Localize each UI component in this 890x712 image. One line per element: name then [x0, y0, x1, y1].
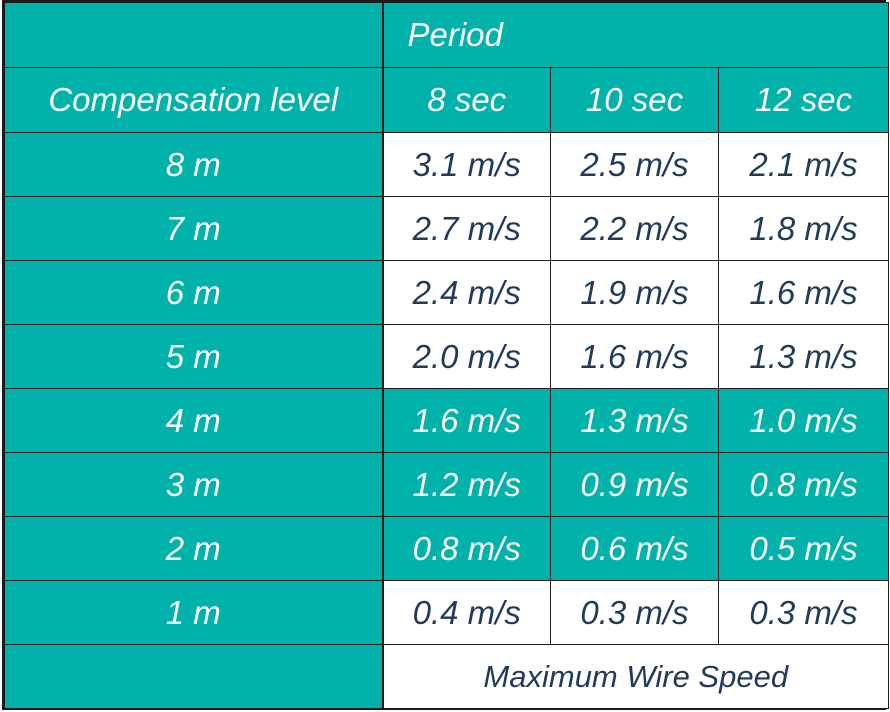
footer-empty-cell	[4, 644, 384, 709]
wire-speed-cell: 0.6 m/s	[550, 516, 719, 581]
wire-speed-cell: 2.5 m/s	[550, 132, 719, 197]
wire-speed-cell: 1.2 m/s	[382, 452, 551, 517]
wire-speed-cell: 0.8 m/s	[382, 516, 551, 581]
table-row: 3 m 1.2 m/s 0.9 m/s 0.8 m/s	[4, 452, 889, 517]
compensation-level-cell: 2 m	[4, 516, 384, 581]
compensation-level-cell: 8 m	[4, 132, 384, 197]
table-row: 8 m 3.1 m/s 2.5 m/s 2.1 m/s	[4, 132, 889, 197]
table-row: 5 m 2.0 m/s 1.6 m/s 1.3 m/s	[4, 324, 889, 389]
compensation-level-cell: 7 m	[4, 196, 384, 261]
table-row: 4 m 1.6 m/s 1.3 m/s 1.0 m/s	[4, 388, 889, 453]
footer-row: Maximum Wire Speed	[4, 644, 889, 709]
table-row: 6 m 2.4 m/s 1.9 m/s 1.6 m/s	[4, 260, 889, 325]
table-row: 7 m 2.7 m/s 2.2 m/s 1.8 m/s	[4, 196, 889, 261]
wire-speed-cell: 1.0 m/s	[718, 388, 889, 453]
period-8-sec-header: 8 sec	[382, 67, 551, 133]
compensation-level-cell: 6 m	[4, 260, 384, 325]
wire-speed-cell: 0.3 m/s	[718, 580, 889, 645]
period-10-sec-header: 10 sec	[550, 67, 719, 133]
wire-speed-table: Period Compensation level 8 sec 10 sec 1…	[4, 2, 889, 709]
wire-speed-cell: 2.0 m/s	[382, 324, 551, 389]
compensation-level-header: Compensation level	[4, 67, 384, 133]
period-12-sec-header: 12 sec	[718, 67, 889, 133]
wire-speed-cell: 1.3 m/s	[718, 324, 889, 389]
compensation-level-cell: 3 m	[4, 452, 384, 517]
wire-speed-cell: 0.3 m/s	[550, 580, 719, 645]
wire-speed-cell: 2.4 m/s	[382, 260, 551, 325]
wire-speed-cell: 0.5 m/s	[718, 516, 889, 581]
wire-speed-cell: 1.3 m/s	[550, 388, 719, 453]
wire-speed-cell: 2.1 m/s	[718, 132, 889, 197]
table-row: 2 m 0.8 m/s 0.6 m/s 0.5 m/s	[4, 516, 889, 581]
compensation-level-cell: 1 m	[4, 580, 384, 645]
wire-speed-cell: 1.6 m/s	[382, 388, 551, 453]
period-header-cell: Period	[382, 2, 889, 68]
wire-speed-cell: 1.6 m/s	[718, 260, 889, 325]
compensation-level-cell: 4 m	[4, 388, 384, 453]
column-header-row: Compensation level 8 sec 10 sec 12 sec	[4, 67, 889, 133]
wire-speed-cell: 1.6 m/s	[550, 324, 719, 389]
wire-speed-cell: 1.8 m/s	[718, 196, 889, 261]
period-header-row: Period	[4, 2, 889, 68]
wire-speed-cell: 3.1 m/s	[382, 132, 551, 197]
corner-empty-cell	[4, 2, 384, 68]
compensation-level-cell: 5 m	[4, 324, 384, 389]
wire-speed-cell: 0.9 m/s	[550, 452, 719, 517]
table-row: 1 m 0.4 m/s 0.3 m/s 0.3 m/s	[4, 580, 889, 645]
wire-speed-cell: 0.4 m/s	[382, 580, 551, 645]
wire-speed-cell: 0.8 m/s	[718, 452, 889, 517]
wire-speed-cell: 2.7 m/s	[382, 196, 551, 261]
maximum-wire-speed-caption: Maximum Wire Speed	[382, 644, 889, 709]
wire-speed-cell: 1.9 m/s	[550, 260, 719, 325]
wire-speed-cell: 2.2 m/s	[550, 196, 719, 261]
